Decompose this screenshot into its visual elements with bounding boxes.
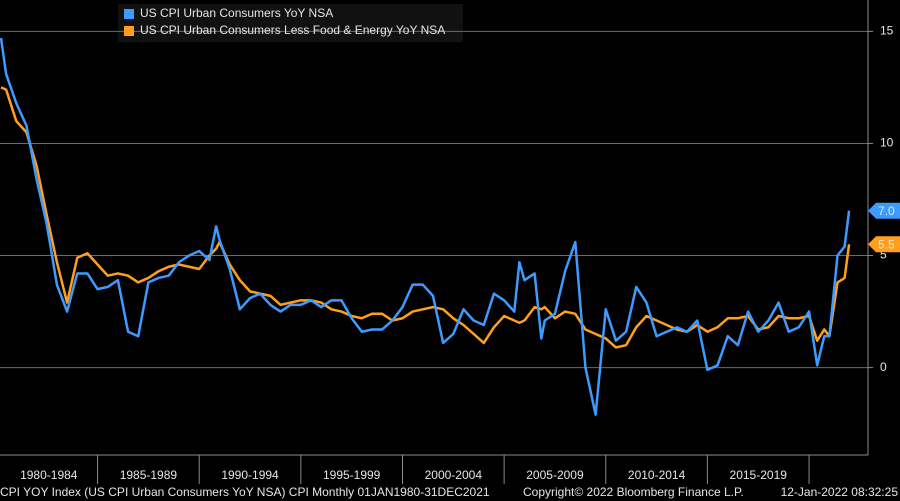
y-tick-label: 0: [880, 360, 887, 374]
series-line: [0, 37, 851, 416]
last-value-label: 5.5: [878, 237, 895, 251]
x-period-label: 1990-1994: [221, 468, 279, 482]
legend-label: US CPI Urban Consumers YoY NSA: [140, 6, 333, 20]
legend-swatch: [124, 26, 134, 36]
y-tick-label: 10: [880, 136, 894, 150]
footer-text: 12-Jan-2022 08:32:25: [781, 485, 899, 499]
x-period-label: 1985-1989: [120, 468, 178, 482]
legend-swatch: [124, 9, 134, 19]
y-tick-label: 5: [880, 248, 887, 262]
last-value-tag: [868, 236, 900, 253]
footer-text: CPI YOY Index (US CPI Urban Consumers Yo…: [0, 485, 490, 499]
footer-text: Copyright© 2022 Bloomberg Finance L.P.: [523, 485, 744, 499]
x-period-label: 2015-2019: [730, 468, 788, 482]
x-period-label: 1980-1984: [20, 468, 78, 482]
legend-label: US CPI Urban Consumers Less Food & Energ…: [140, 23, 445, 37]
last-value-label: 7.0: [878, 204, 895, 218]
last-value-tag: [868, 202, 900, 219]
x-period-label: 2005-2009: [526, 468, 584, 482]
series-line: [0, 86, 851, 349]
x-period-label: 2010-2014: [628, 468, 686, 482]
x-period-label: 2000-2004: [425, 468, 483, 482]
x-period-label: 1995-1999: [323, 468, 381, 482]
legend-box: [118, 4, 463, 42]
y-tick-label: 15: [880, 24, 894, 38]
